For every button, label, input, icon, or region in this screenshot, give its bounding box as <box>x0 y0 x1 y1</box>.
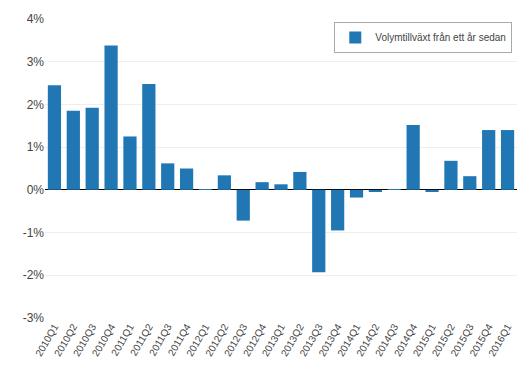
svg-text:2015Q1: 2015Q1 <box>411 322 439 359</box>
svg-text:2013Q1: 2013Q1 <box>260 322 288 359</box>
svg-text:2013Q2: 2013Q2 <box>279 322 307 359</box>
svg-text:2012Q4: 2012Q4 <box>241 322 269 359</box>
svg-text:2010Q2: 2010Q2 <box>52 322 80 359</box>
svg-text:-1%: -1% <box>23 226 45 240</box>
svg-text:2011Q4: 2011Q4 <box>166 322 193 358</box>
svg-text:2011Q3: 2011Q3 <box>147 322 174 358</box>
svg-text:2014Q4: 2014Q4 <box>392 322 420 359</box>
svg-text:2014Q3: 2014Q3 <box>373 322 401 359</box>
svg-text:2011Q1: 2011Q1 <box>109 322 136 358</box>
svg-text:2010Q4: 2010Q4 <box>90 322 118 359</box>
svg-text:2013Q4: 2013Q4 <box>316 322 344 359</box>
svg-text:2010Q1: 2010Q1 <box>33 322 61 359</box>
svg-text:1%: 1% <box>27 140 45 154</box>
svg-text:-3%: -3% <box>23 311 45 325</box>
svg-text:2014Q1: 2014Q1 <box>335 322 363 359</box>
svg-text:2012Q1: 2012Q1 <box>184 322 212 359</box>
svg-text:4%: 4% <box>27 12 45 26</box>
svg-text:0%: 0% <box>27 183 45 197</box>
svg-text:2010Q3: 2010Q3 <box>71 322 99 359</box>
svg-text:2%: 2% <box>27 98 45 112</box>
svg-text:2013Q3: 2013Q3 <box>297 322 325 359</box>
svg-text:2016Q1: 2016Q1 <box>486 322 514 359</box>
svg-text:2012Q3: 2012Q3 <box>222 322 250 359</box>
svg-text:2015Q2: 2015Q2 <box>430 322 458 359</box>
svg-text:2015Q4: 2015Q4 <box>467 322 495 359</box>
svg-text:2011Q2: 2011Q2 <box>128 322 155 358</box>
svg-text:3%: 3% <box>27 55 45 69</box>
svg-text:2015Q3: 2015Q3 <box>449 322 477 359</box>
svg-text:2012Q2: 2012Q2 <box>203 322 231 359</box>
svg-text:2014Q2: 2014Q2 <box>354 322 382 359</box>
svg-text:Volymtillväxt från ett år seda: Volymtillväxt från ett år sedan <box>375 32 506 43</box>
svg-text:-2%: -2% <box>23 268 45 282</box>
